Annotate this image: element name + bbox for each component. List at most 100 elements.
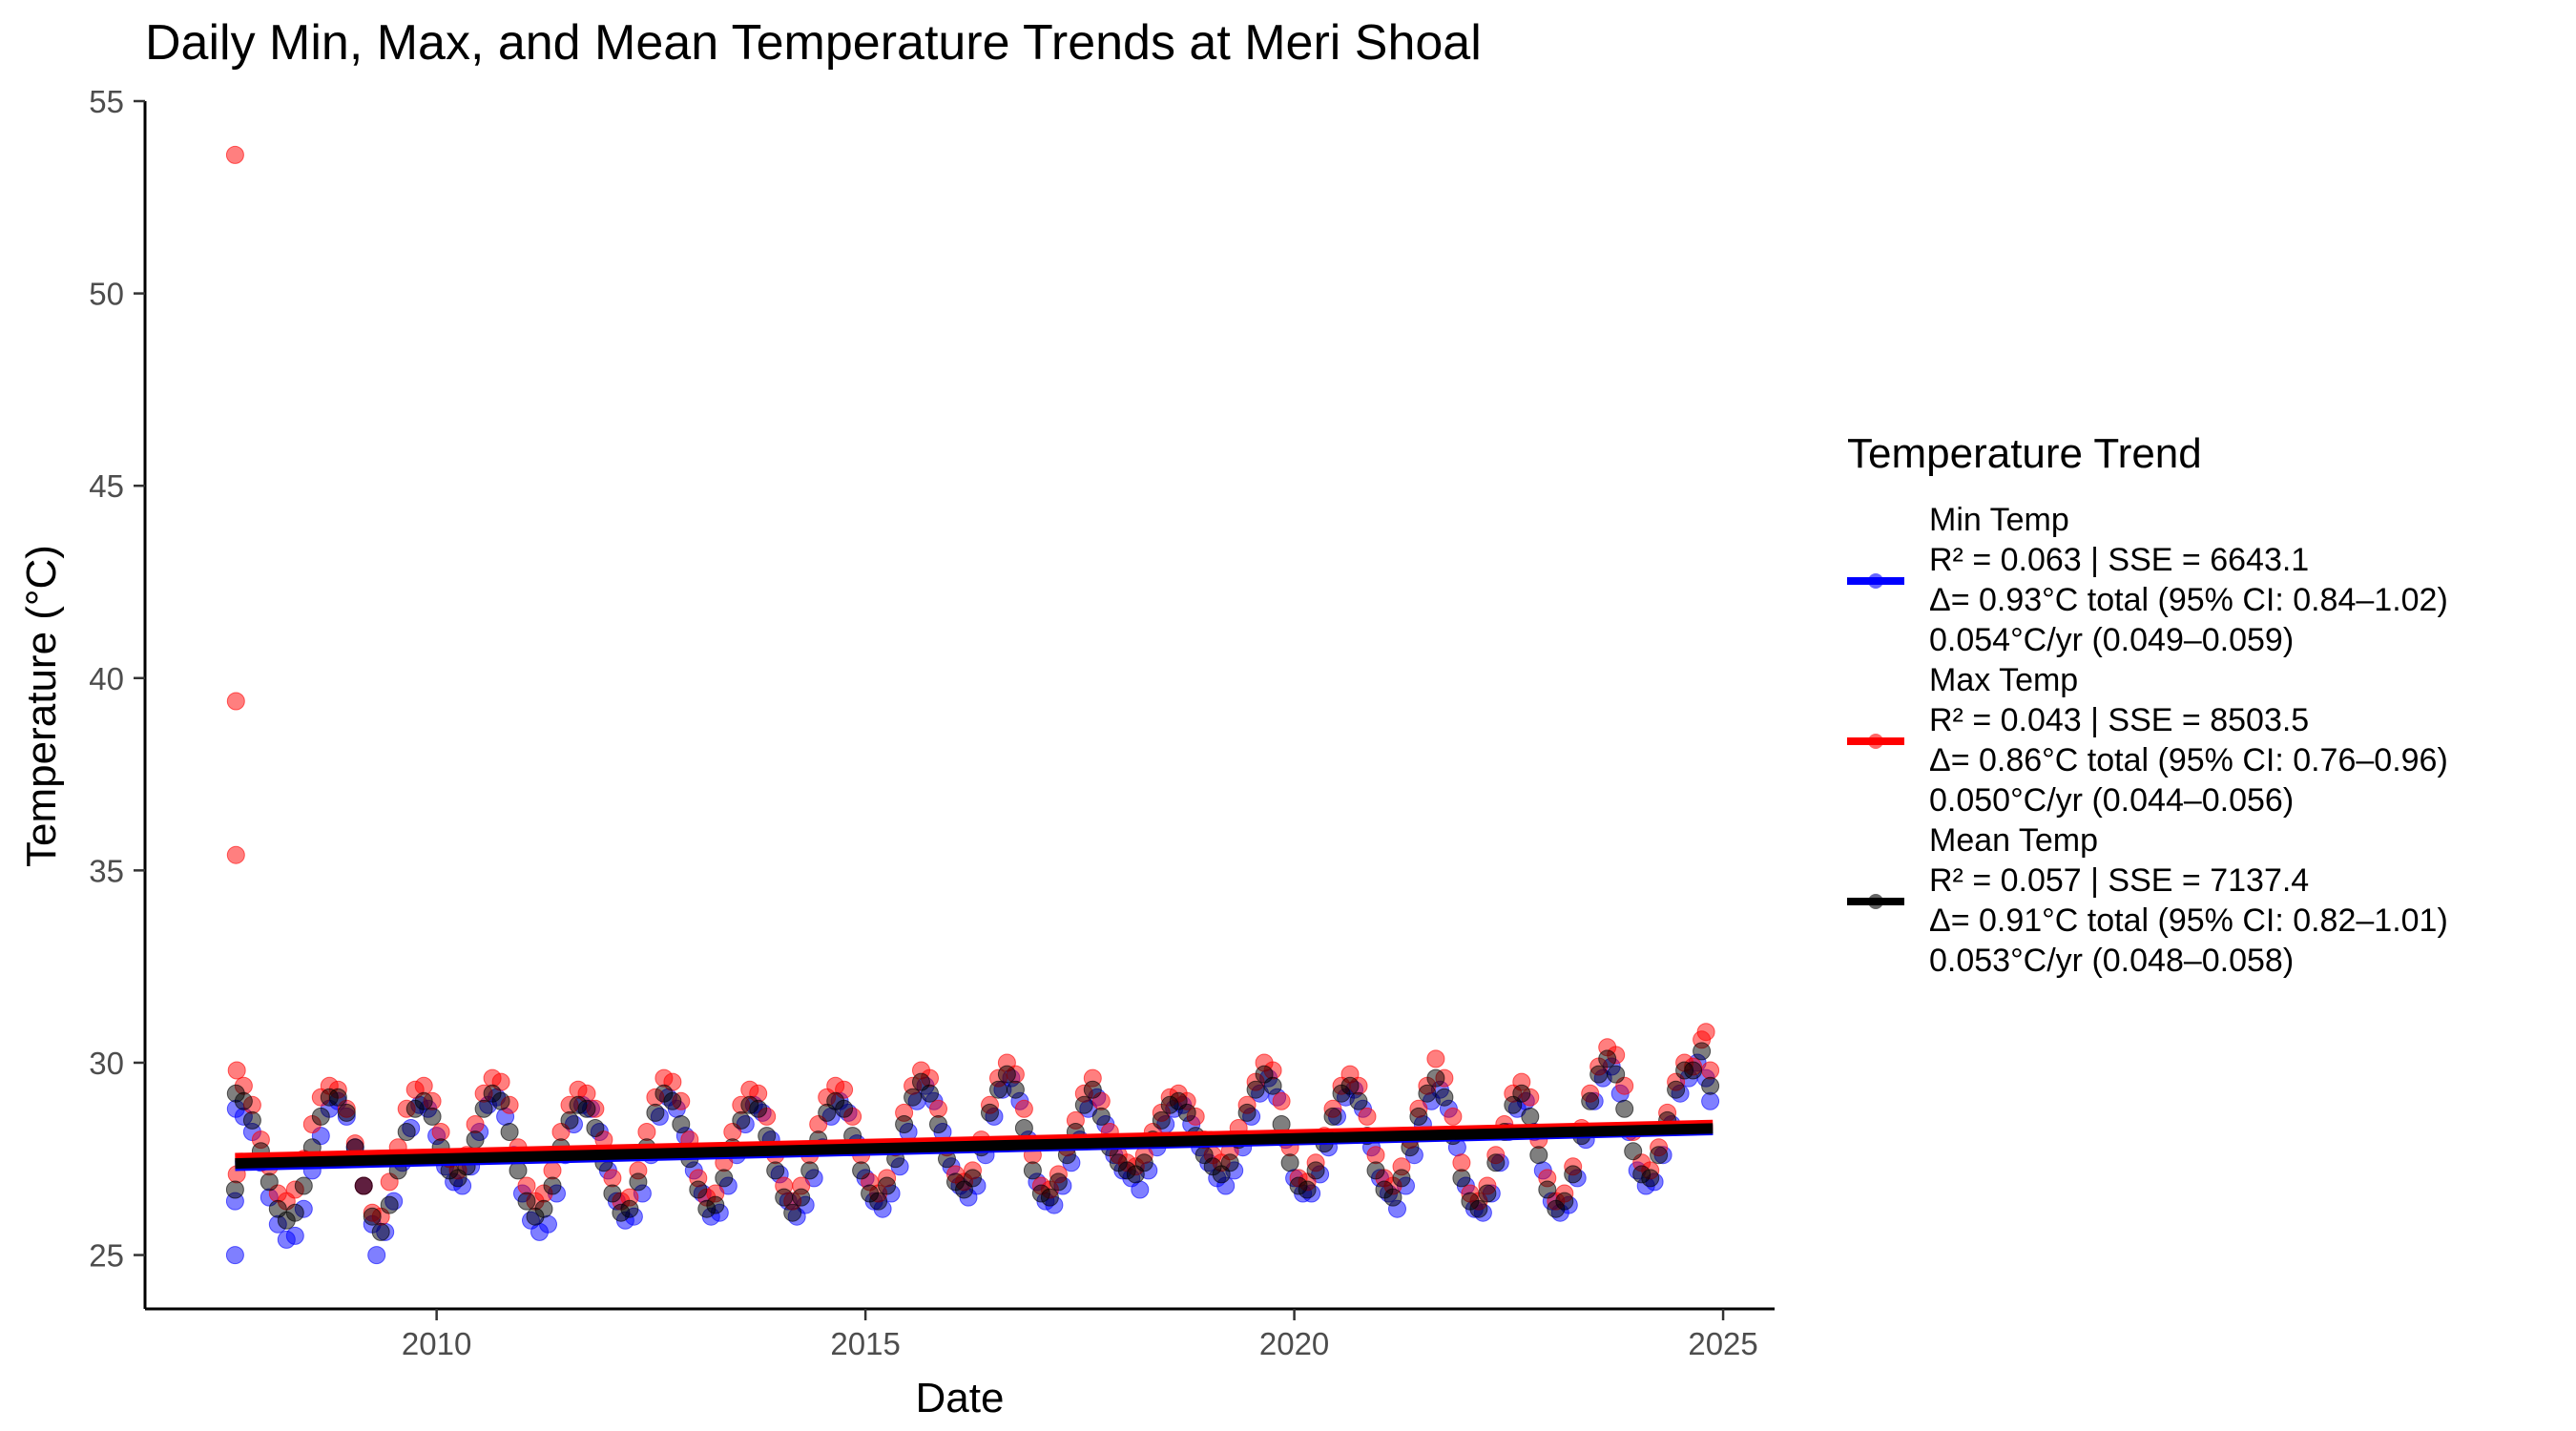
data-point-mean: [749, 1099, 768, 1118]
data-point-mean: [423, 1107, 442, 1126]
data-point-mean: [835, 1099, 854, 1118]
data-point-mean: [929, 1115, 947, 1133]
data-point-mean: [1263, 1076, 1282, 1095]
data-point-mean: [543, 1176, 562, 1195]
data-point-mean: [1409, 1107, 1428, 1126]
legend-entry-max: Max Temp R² = 0.043 | SSE = 8503.5 Δ= 0.86…: [1847, 662, 2448, 819]
data-point-mean: [663, 1091, 682, 1110]
data-point-mean: [672, 1115, 691, 1133]
data-point-min: [367, 1246, 386, 1265]
data-point-mean: [1581, 1091, 1600, 1110]
data-point-max: [226, 692, 245, 711]
legend: Temperature Trend Min Temp R² = 0.063 | S…: [1847, 430, 2448, 979]
data-point-mean: [981, 1103, 999, 1122]
data-point-max: [1014, 1099, 1033, 1118]
data-point-mean: [989, 1080, 1008, 1099]
x-tick-label: 2025: [1688, 1326, 1757, 1361]
data-point-mean: [1392, 1169, 1411, 1188]
data-point-mean: [997, 1065, 1016, 1084]
data-point-mean: [732, 1110, 751, 1130]
data-point-min: [285, 1226, 304, 1245]
y-tick-label: 40: [89, 661, 124, 696]
data-point-mean: [1418, 1084, 1437, 1103]
y-tick-label: 30: [89, 1046, 124, 1081]
legend-label-mean: Mean Temp: [1929, 822, 2098, 859]
data-point-mean: [1478, 1184, 1497, 1203]
y-axis-title: Temperature (°C): [18, 545, 65, 867]
x-axis-title: Date: [916, 1375, 1005, 1421]
legend-label-min: 0.054°C/yr (0.049–0.059): [1929, 622, 2294, 658]
data-point-mean: [1340, 1076, 1360, 1095]
data-point-mean: [491, 1091, 510, 1110]
legend-label-max: Δ= 0.86°C total (95% CI: 0.76–0.96): [1929, 742, 2448, 778]
data-point-min: [225, 1246, 244, 1265]
x-tick-label: 2020: [1259, 1326, 1329, 1361]
data-point-mean: [1641, 1169, 1660, 1188]
legend-key-point-min: [1868, 573, 1883, 589]
data-point-max: [226, 845, 245, 864]
data-point-max: [929, 1099, 947, 1118]
data-point-mean: [800, 1161, 820, 1180]
data-point-mean: [1349, 1091, 1368, 1110]
data-point-mean: [509, 1161, 528, 1180]
data-point-max: [1358, 1107, 1377, 1126]
data-point-mean: [603, 1184, 622, 1203]
data-point-max: [1272, 1091, 1291, 1110]
data-point-max: [603, 1169, 622, 1188]
data-point-max: [1366, 1146, 1385, 1165]
x-tick-label: 2015: [830, 1326, 900, 1361]
data-point-max: [517, 1176, 536, 1195]
data-point-mean: [1607, 1065, 1626, 1084]
data-point-mean: [560, 1110, 579, 1130]
plot-area: [225, 145, 1720, 1265]
data-point-mean: [1486, 1153, 1506, 1172]
legend-label-max: 0.050°C/yr (0.044–0.056): [1929, 782, 2294, 819]
data-point-mean: [294, 1176, 313, 1195]
data-point-max: [1452, 1153, 1471, 1172]
data-point-mean: [1074, 1095, 1093, 1114]
data-point-max: [225, 145, 244, 164]
data-point-mean: [1323, 1107, 1342, 1126]
data-point-mean: [517, 1192, 536, 1211]
data-point-max: [431, 1123, 450, 1141]
data-point-mean: [646, 1103, 665, 1122]
data-point-mean: [689, 1180, 708, 1199]
data-point-mean: [414, 1091, 433, 1110]
data-point-mean: [1298, 1180, 1317, 1199]
data-point-mean: [1246, 1080, 1265, 1099]
data-point-mean: [1426, 1068, 1445, 1088]
data-point-mean: [1177, 1103, 1196, 1122]
data-point-mean: [629, 1172, 648, 1192]
data-point-mean: [474, 1099, 493, 1118]
data-point-mean: [1091, 1107, 1111, 1126]
legend-label-max: Max Temp: [1929, 662, 2078, 698]
data-point-mean: [775, 1188, 794, 1207]
data-point-mean: [1220, 1153, 1239, 1172]
data-point-mean: [1023, 1161, 1042, 1180]
data-point-mean: [466, 1130, 485, 1150]
data-point-mean: [397, 1123, 416, 1141]
data-point-mean: [904, 1088, 923, 1107]
data-point-mean: [620, 1199, 639, 1218]
data-point-mean: [1237, 1103, 1257, 1122]
data-point-mean: [1538, 1180, 1557, 1199]
data-point-max: [1426, 1049, 1445, 1068]
legend-title: Temperature Trend: [1847, 430, 2202, 477]
data-point-mean: [1521, 1107, 1540, 1126]
data-point-mean: [792, 1188, 811, 1207]
data-point-mean: [1555, 1192, 1574, 1211]
data-point-mean: [921, 1084, 939, 1103]
data-point-max: [543, 1161, 562, 1180]
data-point-mean: [1134, 1153, 1153, 1172]
data-point-mean: [852, 1161, 871, 1180]
legend-key-point-max: [1868, 734, 1883, 749]
data-point-mean: [1006, 1080, 1025, 1099]
data-point-mean: [1152, 1110, 1171, 1130]
data-point-mean: [1366, 1161, 1385, 1180]
legend-key-point-mean: [1868, 894, 1883, 909]
legend-label-mean: 0.053°C/yr (0.048–0.058): [1929, 943, 2294, 979]
y-tick-label: 35: [89, 853, 124, 888]
